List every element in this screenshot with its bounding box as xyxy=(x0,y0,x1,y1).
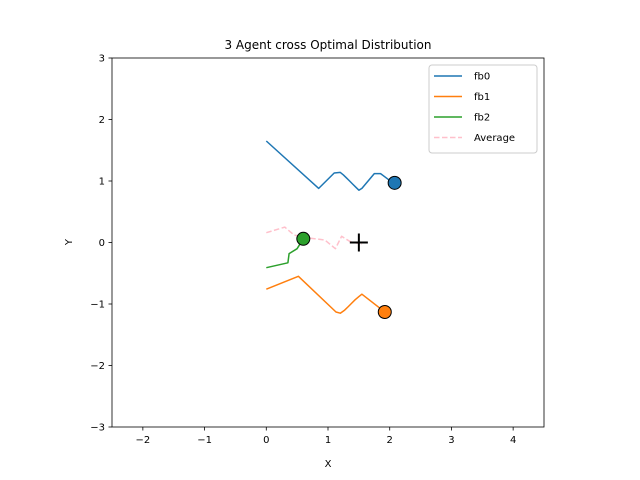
x-tick-label: 4 xyxy=(510,435,516,446)
legend-label-fb2: fb2 xyxy=(474,113,490,124)
series-line-average xyxy=(266,226,363,250)
y-tick-label: 0 xyxy=(99,238,105,249)
y-tick-label: −3 xyxy=(90,423,105,434)
agent-marker-fb2 xyxy=(296,231,311,246)
axes: −2 −1 0 1 2 3 4 −3 −2 −1 0 1 2 3 xyxy=(90,54,516,447)
legend-label-fb0: fb0 xyxy=(474,72,490,83)
y-tick-label: 1 xyxy=(99,177,105,188)
y-tick-label: −1 xyxy=(90,300,105,311)
series-line-fb1 xyxy=(266,275,386,314)
legend-label-average: Average xyxy=(474,133,515,144)
plot-area xyxy=(265,140,402,319)
y-tick-label: 2 xyxy=(99,115,105,126)
legend-box xyxy=(428,64,538,154)
y-tick-label: −2 xyxy=(90,361,105,372)
x-tick-label: −2 xyxy=(135,435,150,446)
x-tick-label: 0 xyxy=(263,435,269,446)
x-tick-label: 3 xyxy=(448,435,454,446)
x-axis-label: X xyxy=(325,459,332,470)
y-tick-label: 3 xyxy=(99,54,105,65)
y-axis-label: Y xyxy=(64,238,75,246)
series-line-fb0 xyxy=(265,140,394,191)
agent-marker-fb0 xyxy=(387,175,402,190)
target-marker xyxy=(349,233,368,252)
legend: fb0 fb1 fb2 Average xyxy=(428,64,538,154)
x-tick-label: 1 xyxy=(325,435,331,446)
legend-label-fb1: fb1 xyxy=(474,92,490,103)
x-tick-label: −1 xyxy=(197,435,212,446)
x-tick-label: 2 xyxy=(387,435,393,446)
agent-marker-fb1 xyxy=(377,304,392,319)
chart-title: 3 Agent cross Optimal Distribution xyxy=(224,38,431,52)
